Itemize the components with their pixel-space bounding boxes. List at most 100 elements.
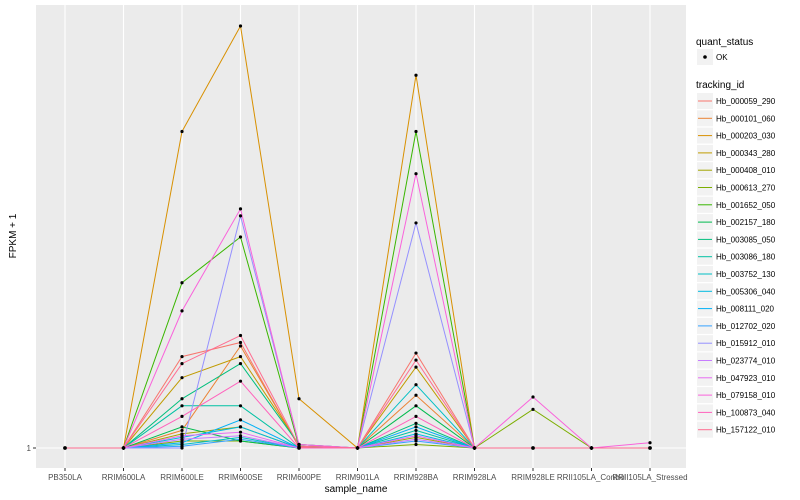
legend-label: OK [716,53,728,62]
legend-label: Hb_000408_010 [716,166,776,175]
data-point [648,441,652,445]
data-point [414,425,418,429]
data-point [414,383,418,387]
x-axis: PB350LA RRIM600LA RRIM600LE RRIM600SE RRIM60… [48,468,688,482]
legend-label: Hb_003086_180 [716,253,776,262]
data-point [238,214,243,218]
data-point [414,393,418,397]
x-axis-title: sample_name [325,484,388,495]
data-point [180,428,184,433]
data-point [180,309,184,313]
data-point [180,441,184,445]
data-point [180,281,184,285]
data-point [238,430,243,434]
data-point [238,340,243,345]
data-point [238,207,243,211]
data-point [414,129,418,134]
legend-label: Hb_023774_010 [716,357,776,366]
data-point [238,333,243,338]
data-point [238,425,243,429]
legend-label: Hb_000059_290 [716,97,776,106]
x-tick-label: RRIM600LE [160,473,204,482]
data-point [531,407,535,411]
y-tick-label: 1 [27,444,32,453]
data-point [414,421,418,425]
legend-label: Hb_002157_180 [716,218,776,227]
plot-panel [36,5,686,468]
data-point [297,397,301,401]
data-point [414,428,418,433]
data-point [414,442,418,447]
data-point [414,365,418,369]
legend-label: Hb_047923_010 [716,374,776,383]
data-point [414,172,418,176]
x-tick-label: RRII105LA_Control [557,473,627,482]
x-tick-label: RRIM928LA [453,473,497,482]
legend-label: Hb_000101_060 [716,114,776,123]
data-point [531,446,535,450]
data-point [414,221,418,225]
legend-label: Hb_015912_010 [716,339,776,348]
data-point [180,397,184,401]
data-point [414,414,418,418]
x-tick-label: RRIM600SE [218,473,262,482]
legend-label: Hb_079158_010 [716,391,776,400]
data-point [238,437,243,441]
data-point [297,444,301,448]
data-point [180,434,184,438]
data-point [414,404,418,408]
data-point [180,129,184,134]
data-point [238,379,243,383]
x-tick-label: RRIM901LA [336,473,380,482]
data-point [238,235,243,239]
data-point [648,446,652,450]
legend-label: Hb_000343_280 [716,149,776,158]
data-point [121,446,126,450]
data-point [180,437,184,441]
data-point [414,437,418,441]
data-point [180,425,184,429]
y-axis-title: FPKM + 1 [8,213,19,258]
legend-label: Hb_003085_050 [716,235,776,244]
series-points [63,24,652,450]
legend-label: Hb_000203_030 [716,132,776,141]
legend-label: Hb_012702_020 [716,322,776,331]
y-axis: 1 [27,444,36,453]
data-point [238,404,243,408]
legend-label: Hb_005306_040 [716,287,776,296]
data-point [238,418,243,422]
data-point [238,354,243,359]
legend-label: Hb_001652_050 [716,201,776,210]
data-point [180,404,184,408]
data-point [180,362,184,366]
data-point [238,344,243,348]
data-point [414,73,418,77]
data-point [238,434,243,438]
data-point [355,446,360,450]
legend-label: Hb_003752_130 [716,270,776,279]
x-tick-label: RRIM600LA [102,473,146,482]
legend-point-marker [703,55,707,59]
data-point [414,358,418,362]
x-tick-label: RRIM928BA [394,473,439,482]
data-point [414,434,418,438]
data-point [180,414,184,418]
data-point [472,446,477,450]
x-tick-label: RRII105LA_Stressed [612,473,687,482]
data-point [238,24,243,28]
data-point [180,446,184,450]
x-tick-label: RRIM600PE [277,473,321,482]
data-point [63,446,67,450]
legend-quant-status-title: quant_status [696,37,753,48]
data-point [531,395,535,399]
legend-tracking-title: tracking_id [696,80,744,91]
data-point [589,446,594,450]
legend: quant_status OK tracking_id Hb_000059_29… [696,37,776,438]
legend-label: Hb_000613_270 [716,184,776,193]
legend-label: Hb_008111_020 [716,305,775,314]
data-point [180,376,184,380]
data-point [238,362,243,366]
legend-label: Hb_100873_040 [716,408,776,417]
data-point [180,354,184,359]
